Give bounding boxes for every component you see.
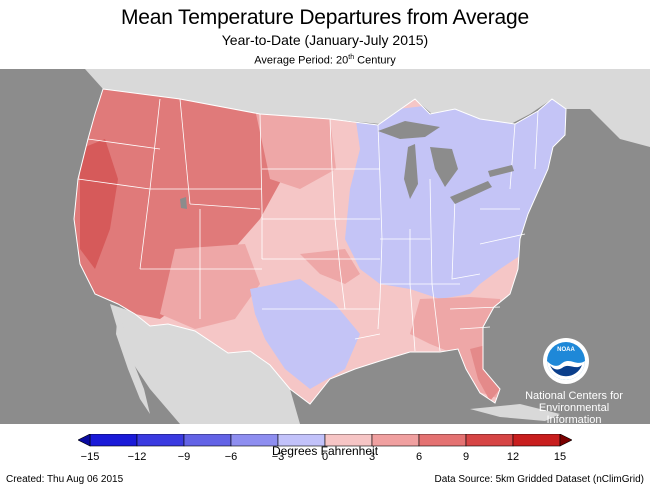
cuba-land	[470, 404, 560, 421]
map-subtitle: Year-to-Date (January-July 2015)	[221, 32, 429, 48]
legend-tick-label: 0	[321, 451, 329, 463]
color-legend: −15 −12 −9 −6 −3 0 3 6 9 12 15	[77, 433, 573, 474]
lake-ontario	[488, 165, 514, 177]
legend-tick-label: 15	[553, 451, 567, 463]
lake-huron	[430, 147, 458, 187]
data-source: Data Source: 5km Gridded Dataset (nClimG…	[434, 474, 644, 485]
agency-name: National Centers for Environmental Infor…	[514, 390, 634, 424]
legend-tick-label: 3	[368, 451, 376, 463]
created-date: Created: Thu Aug 06 2015	[6, 474, 124, 485]
lake-erie	[450, 181, 492, 204]
map-svg	[0, 69, 650, 424]
great-lakes	[378, 121, 514, 204]
legend-left-arrow	[77, 433, 91, 447]
baja-peninsula	[116, 309, 150, 414]
legend-tick-label: −3	[271, 451, 285, 463]
great-salt-lake	[180, 197, 187, 209]
average-period: Average Period: 20th Century	[0, 51, 650, 68]
west-warm-region	[74, 89, 282, 319]
southwest-warm	[160, 244, 260, 329]
legend-tick-label: −12	[127, 451, 147, 463]
agency-line-2: Environmental	[538, 402, 610, 414]
period-superscript: th	[348, 54, 355, 61]
period-prefix: Average Period: 20	[254, 54, 349, 67]
legend-swatches	[89, 433, 561, 447]
noaa-logo-text: NOAA	[557, 347, 575, 353]
agency-line-1: National Centers for	[525, 390, 623, 402]
legend-tick-label: 12	[506, 451, 520, 463]
noaa-logo: NOAA	[543, 338, 589, 384]
state-boundaries	[73, 88, 567, 405]
texas-cool-region	[250, 279, 360, 389]
legend-tick-label: −15	[80, 451, 100, 463]
mexico-land	[110, 304, 300, 424]
temperature-map: NOAA National Centers for Environmental …	[0, 69, 650, 424]
legend-tick-label: −9	[177, 451, 191, 463]
legend-title: Degrees Fahrenheit	[271, 444, 379, 458]
legend-right-arrow	[559, 433, 573, 447]
lake-superior	[378, 121, 440, 139]
agency-line-3: Information	[546, 414, 602, 424]
canada-land	[0, 69, 650, 147]
legend-colorbar	[77, 433, 573, 447]
legend-tick-label: 9	[462, 451, 470, 463]
legend-tick-label: 6	[415, 451, 423, 463]
map-title: Mean Temperature Departures from Average	[121, 6, 529, 29]
lake-michigan	[404, 144, 418, 199]
legend-tick-label: −6	[224, 451, 238, 463]
pacific-coast-hot	[80, 139, 118, 269]
central-warm-band	[300, 249, 360, 284]
period-suffix: Century	[354, 54, 396, 67]
